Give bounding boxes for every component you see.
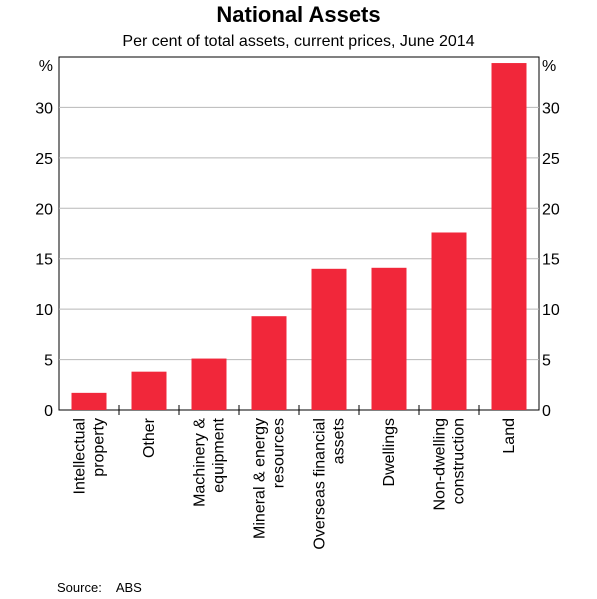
y-tick-label-right: 30 [542, 100, 560, 117]
bar [371, 267, 407, 410]
x-tick-label-line: Non-dwelling [432, 418, 449, 511]
x-axis-labels: Intellectual property Other Machinery & equi… [72, 417, 519, 549]
x-tick-label: Mineral & energy resources [252, 418, 288, 539]
x-tick-label-line: construction [451, 418, 468, 504]
bars [71, 63, 527, 411]
y-tick-label-right: 0 [542, 403, 551, 420]
x-tick-label: Dwellings [381, 418, 398, 486]
bar [251, 316, 287, 410]
x-tick-label: Non-dwelling construction [432, 418, 468, 511]
x-tick-label-line: Land [501, 418, 518, 454]
bar [71, 392, 107, 410]
x-tick-label: Overseas financial assets [312, 418, 348, 550]
x-tick-label-line: equipment [211, 417, 228, 492]
x-tick-label-line: resources [271, 418, 288, 488]
y-tick-label-right: 10 [542, 302, 560, 319]
source-value: ABS [115, 580, 142, 595]
y-axis-right: 0 5 10 15 20 25 30 [542, 100, 560, 420]
bar [191, 358, 227, 410]
x-tick-label: Other [141, 417, 158, 458]
y-tick-label-left: 10 [35, 302, 53, 319]
y-tick-label-right: 15 [542, 252, 560, 269]
y-axis-left: 0 5 10 15 20 25 30 [35, 100, 53, 420]
y-tick-label-left: 0 [44, 403, 53, 420]
y-tick-label-right: 25 [542, 151, 560, 168]
x-tick-label-line: Intellectual [72, 418, 89, 495]
y-tick-label-left: 30 [35, 100, 53, 117]
y-unit-left: % [39, 58, 53, 75]
x-tick-label-line: Mineral & energy [252, 418, 269, 539]
x-tick-label-line: Machinery & [192, 418, 209, 507]
y-tick-label-left: 5 [44, 353, 53, 370]
y-tick-label-left: 25 [35, 151, 53, 168]
y-tick-label-left: 20 [35, 201, 53, 218]
bar [431, 232, 467, 410]
x-tick-label: Machinery & equipment [192, 417, 228, 506]
plot-area [58, 56, 540, 411]
y-unit-right: % [542, 58, 556, 75]
x-tick-label-line: Overseas financial [312, 418, 329, 550]
x-tick-label-line: assets [331, 418, 348, 464]
x-tick-label-line: property [91, 418, 108, 477]
chart-title: National Assets [216, 2, 381, 27]
bar [311, 268, 347, 410]
x-tick-label: Intellectual property [72, 418, 108, 495]
x-tick-label-line: Dwellings [381, 418, 398, 486]
bar [491, 63, 527, 411]
x-axis-ticks [118, 405, 480, 415]
source-note: Source: ABS [57, 580, 142, 595]
source-label: Source: [57, 580, 102, 595]
y-tick-label-left: 15 [35, 252, 53, 269]
x-tick-label-line: Other [141, 417, 158, 458]
y-tick-label-right: 5 [542, 353, 551, 370]
bar [131, 371, 167, 410]
y-tick-label-right: 20 [542, 201, 560, 218]
chart-subtitle: Per cent of total assets, current prices… [122, 33, 475, 50]
x-tick-label: Land [501, 418, 518, 454]
